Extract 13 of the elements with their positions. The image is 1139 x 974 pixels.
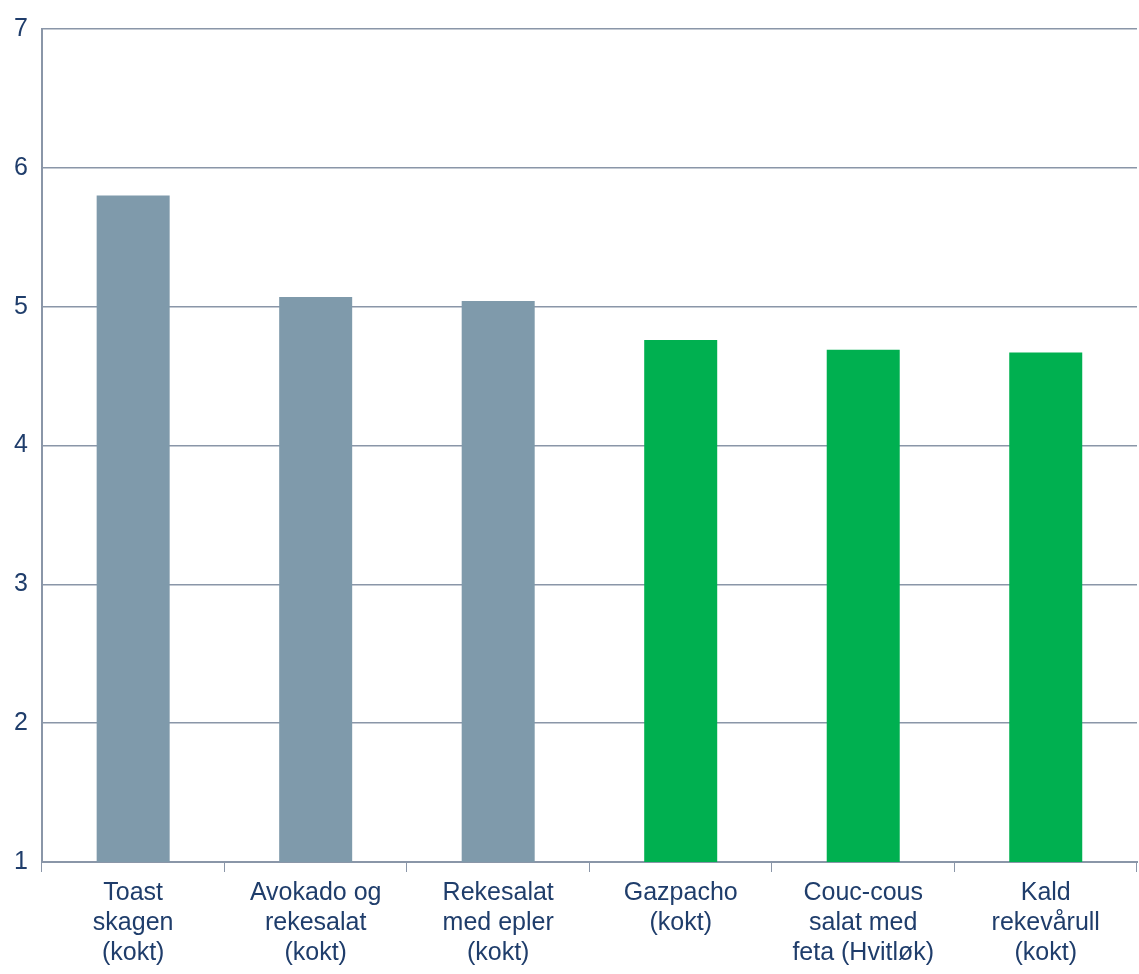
y-tick-label: 3 [14,568,28,597]
y-tick-label: 7 [14,12,28,41]
x-tick-label: Gazpacho (kokt) [623,876,738,935]
y-tick-label: 2 [14,707,28,736]
x-tick-label: Toast skagen (kokt) [92,876,174,965]
y-tick-label: 1 [14,845,28,874]
x-tick-label: Couc-cous salat med feta (Hvitløk) [792,876,935,965]
y-tick-label: 6 [14,151,28,180]
y-tick-label: 4 [14,429,28,458]
y-tick-label: 5 [14,290,28,319]
x-tick-label: Rekesalat med epler (kokt) [442,876,554,965]
x-tick-label: Avokado og rekesalat (kokt) [249,876,382,965]
x-tick-label: Kald rekevårull (kokt) [991,876,1100,965]
